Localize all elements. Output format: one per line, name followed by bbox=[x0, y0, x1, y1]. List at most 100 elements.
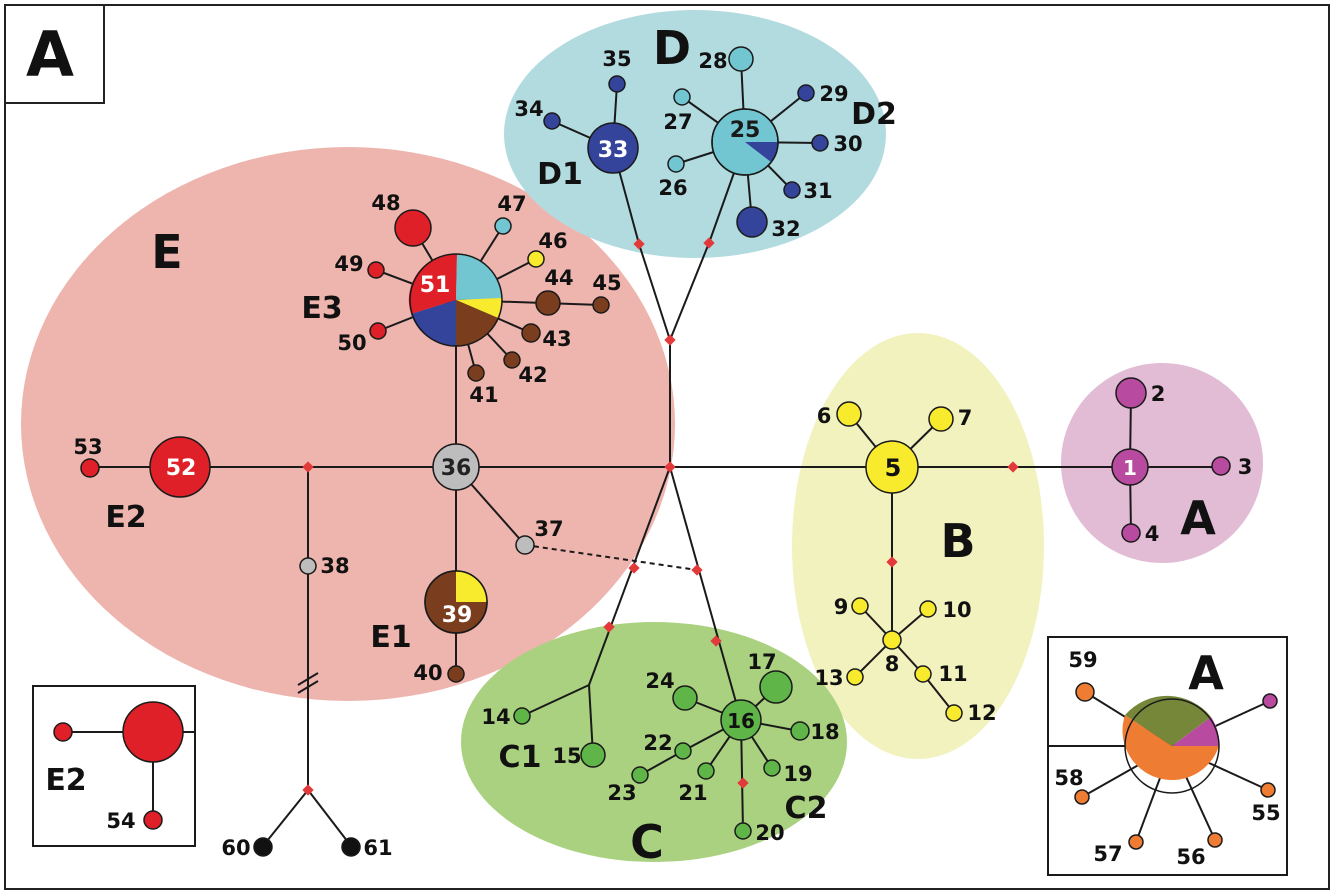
haplotype-34-node bbox=[543, 112, 561, 130]
inset-e2-hub-node bbox=[122, 701, 184, 763]
haplotype-23-node bbox=[631, 766, 649, 784]
haplotype-12-node bbox=[945, 704, 963, 722]
inset-a-slice-purple bbox=[1172, 717, 1220, 746]
haplotype-33-node bbox=[587, 122, 639, 174]
edge-to-16 bbox=[669, 466, 742, 721]
inset-a-slice-olive bbox=[1125, 695, 1211, 746]
haplotype-58-node bbox=[1074, 789, 1090, 805]
haplotype-9-label: 9 bbox=[834, 595, 849, 619]
haplotype-8-label: 8 bbox=[885, 652, 900, 676]
haplotype-61-label: 61 bbox=[363, 836, 392, 860]
inset-e2-subgroup-label: E2 bbox=[45, 763, 86, 798]
haplotype-51-slice-lightblue bbox=[456, 254, 502, 300]
haplotype-13-label: 13 bbox=[814, 666, 843, 690]
haplotype-42-label: 42 bbox=[518, 363, 547, 387]
subgroup-label-D2: D2 bbox=[851, 97, 897, 132]
group-C-region bbox=[461, 622, 847, 862]
haplotype-9-node bbox=[851, 597, 869, 615]
haplotype-16-node bbox=[720, 699, 762, 741]
haplotype-50-label: 50 bbox=[337, 331, 366, 355]
haplotype-32-label: 32 bbox=[771, 217, 800, 241]
haplotype-56-label: 56 bbox=[1176, 845, 1205, 869]
median-vector bbox=[691, 564, 703, 576]
haplotype-14-label: 14 bbox=[481, 705, 510, 729]
group-D-region bbox=[504, 10, 886, 258]
edge-to-d1-median bbox=[638, 243, 671, 341]
edge-to-d2-median bbox=[669, 242, 710, 341]
group-A-region bbox=[1061, 363, 1263, 563]
haplotype-19-node bbox=[763, 759, 781, 777]
haplotype-2-label: 2 bbox=[1151, 382, 1166, 406]
haplotype-6-label: 6 bbox=[817, 404, 832, 428]
haplotype-22-node bbox=[674, 742, 692, 760]
haplotype-11-label: 11 bbox=[938, 662, 967, 686]
median-vector bbox=[664, 461, 676, 473]
haplotype-37-label: 37 bbox=[534, 517, 563, 541]
haplotype-7-label: 7 bbox=[958, 406, 973, 430]
haplotype-5-label: 5 bbox=[885, 454, 902, 482]
haplotype-57-label: 57 bbox=[1093, 842, 1122, 866]
haplotype-44-label: 44 bbox=[544, 266, 573, 290]
haplotype-29-label: 29 bbox=[819, 82, 848, 106]
haplotype-37-node bbox=[515, 535, 535, 555]
haplotype-11-node bbox=[914, 665, 932, 683]
haplotype-46-node bbox=[527, 250, 545, 268]
break-mark-1 bbox=[297, 672, 319, 686]
haplotype-18-label: 18 bbox=[810, 720, 839, 744]
haplotype-34-label: 34 bbox=[514, 97, 543, 121]
haplotype-36-node bbox=[432, 443, 480, 491]
haplotype-46-label: 46 bbox=[538, 229, 567, 253]
haplotype-59-label: 59 bbox=[1068, 648, 1097, 672]
haplotype-35-label: 35 bbox=[602, 47, 631, 71]
haplotype-12-label: 12 bbox=[967, 701, 996, 725]
median-vector bbox=[710, 635, 722, 647]
haplotype-36-label: 36 bbox=[441, 456, 472, 481]
haplotype-51-slice-brown bbox=[456, 300, 498, 346]
haplotype-25-label: 25 bbox=[730, 118, 761, 143]
median-vector bbox=[664, 334, 676, 346]
haplotype-38-node bbox=[299, 557, 317, 575]
haplotype-38-label: 38 bbox=[320, 554, 349, 578]
inset-a-purple-node bbox=[1262, 693, 1278, 709]
haplotype-1-label: 1 bbox=[1123, 456, 1137, 480]
haplotype-59-node bbox=[1075, 682, 1095, 702]
haplotype-24-label: 24 bbox=[645, 669, 674, 693]
edge-to-61 bbox=[307, 789, 352, 847]
group-label-A: A bbox=[1180, 491, 1216, 545]
group-label-B: B bbox=[940, 514, 975, 568]
haplotype-51-slice-red bbox=[408, 253, 457, 314]
haplotype-22-label: 22 bbox=[643, 731, 672, 755]
haplotype-51-slice-yellow bbox=[456, 298, 503, 318]
haplotype-57-node bbox=[1128, 834, 1144, 850]
haplotype-52-node bbox=[149, 436, 211, 498]
haplotype-25-slice bbox=[745, 142, 778, 162]
median-vector bbox=[886, 556, 898, 568]
haplotype-27-node bbox=[673, 88, 691, 106]
group-label-C: C bbox=[630, 815, 664, 869]
haplotype-25-outline bbox=[711, 108, 779, 176]
haplotype-21-label: 21 bbox=[678, 781, 707, 805]
haplotype-50-node bbox=[369, 322, 387, 340]
haplotype-31-label: 31 bbox=[803, 179, 832, 203]
haplotype-48-label: 48 bbox=[371, 191, 400, 215]
haplotype-47-label: 47 bbox=[497, 192, 526, 216]
haplotype-8-node bbox=[882, 630, 902, 650]
median-vector bbox=[603, 621, 615, 633]
haplotype-44-node bbox=[535, 290, 561, 316]
haplotype-nodes bbox=[80, 46, 1231, 857]
haplotype-58-label: 58 bbox=[1054, 766, 1083, 790]
haplotype-40-label: 40 bbox=[413, 661, 442, 685]
haplotype-2-node bbox=[1115, 377, 1147, 409]
haplotype-49-label: 49 bbox=[334, 252, 363, 276]
break-mark-2 bbox=[297, 680, 319, 694]
haplotype-6-node bbox=[836, 401, 862, 427]
median-vector bbox=[628, 562, 640, 574]
haplotype-61-node bbox=[341, 837, 361, 857]
haplotype-27-label: 27 bbox=[663, 110, 692, 134]
haplotype-15-label: 15 bbox=[552, 744, 581, 768]
haplotype-53-label: 53 bbox=[73, 435, 102, 459]
haplotype-52-label: 52 bbox=[166, 456, 197, 481]
haplotype-60-label: 60 bbox=[221, 836, 250, 860]
haplotype-51-outline bbox=[409, 253, 503, 347]
